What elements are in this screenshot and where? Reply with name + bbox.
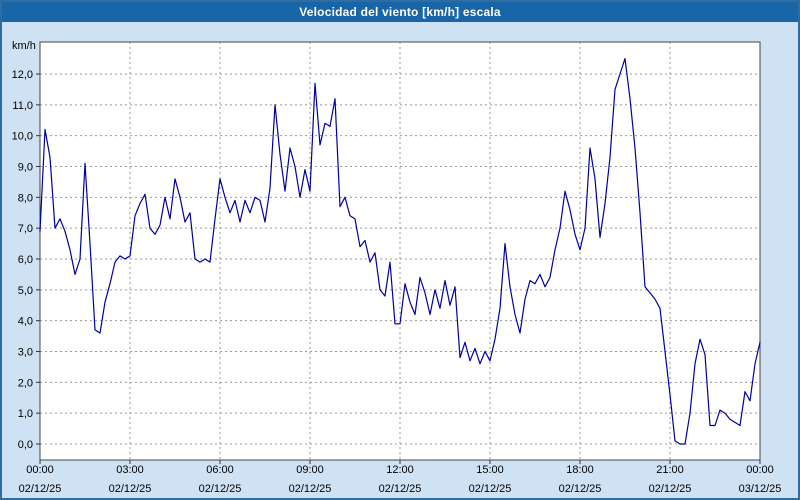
x-tick-time: 18:00 [566,464,594,476]
svg-text:8,0: 8,0 [18,192,33,204]
x-tick-date: 03/12/25 [739,483,782,495]
x-tick-date: 02/12/25 [109,483,152,495]
svg-text:5,0: 5,0 [18,285,33,297]
svg-text:4,0: 4,0 [18,316,33,328]
x-tick-time: 12:00 [386,464,414,476]
gridlines [40,42,760,460]
x-tick-time: 00:00 [26,464,54,476]
x-tick-time: 00:00 [746,464,774,476]
plot-area [40,42,760,460]
window-title: Velocidad del viento [km/h] escala [299,5,501,19]
x-tick-time: 09:00 [296,464,324,476]
svg-text:9,0: 9,0 [18,162,33,174]
plot-border [39,41,761,461]
axis-ticks [36,73,761,464]
svg-text:1,0: 1,0 [18,408,33,420]
svg-text:11,0: 11,0 [12,100,33,112]
x-tick-date: 02/12/25 [289,483,332,495]
svg-text:6,0: 6,0 [18,254,33,266]
x-tick-date: 02/12/25 [199,483,242,495]
y-axis-labels: 0,0 1,0 2,0 3,0 4,0 5,0 6,0 7,0 8,0 9,0 10,0 11,0 12… [12,69,33,451]
svg-text:2,0: 2,0 [18,377,33,389]
title-bar: Velocidad del viento [km/h] escala [2,2,798,22]
svg-text:10,0: 10,0 [12,131,33,143]
svg-text:0,0: 0,0 [18,439,33,451]
x-tick-time: 06:00 [206,464,234,476]
y-axis-unit-label: km/h [12,40,36,52]
svg-text:7,0: 7,0 [18,223,33,235]
x-tick-date: 02/12/25 [469,483,512,495]
x-tick-date: 02/12/25 [559,483,602,495]
x-tick-time: 21:00 [656,464,684,476]
x-tick-date: 02/12/25 [379,483,422,495]
svg-text:12,0: 12,0 [12,69,33,81]
wind-speed-line [39,57,761,445]
x-tick-date: 02/12/25 [649,483,692,495]
x-tick-time: 03:00 [116,464,144,476]
x-tick-time: 15:00 [476,464,504,476]
x-axis-labels: 00:00 02/12/25 03:00 02/12/25 06:00 02/12/25 0… [19,464,782,495]
svg-text:3,0: 3,0 [18,347,33,359]
x-tick-date: 02/12/25 [19,483,62,495]
